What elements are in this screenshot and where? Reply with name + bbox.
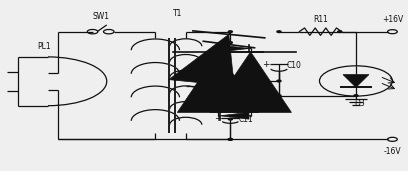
Circle shape [277,95,281,96]
Circle shape [354,95,358,96]
Bar [168,38,171,133]
Text: SW1: SW1 [92,12,109,21]
Bar [174,38,176,133]
Circle shape [277,31,281,32]
Circle shape [200,80,204,82]
Polygon shape [177,52,259,112]
Circle shape [338,31,342,32]
Text: D2: D2 [229,75,240,84]
Polygon shape [210,52,291,112]
Polygon shape [220,45,249,52]
Text: C11: C11 [238,115,253,124]
Text: +: + [214,114,221,123]
Polygon shape [220,112,249,119]
Text: R11: R11 [313,15,328,24]
Circle shape [228,139,233,140]
Text: C10: C10 [287,61,302,70]
Circle shape [228,31,233,32]
Text: +: + [262,60,270,69]
Circle shape [277,80,281,82]
Circle shape [257,80,261,82]
Circle shape [228,139,233,140]
Text: T1: T1 [173,9,182,18]
Text: +16V: +16V [382,15,403,24]
Circle shape [228,118,233,120]
Polygon shape [180,44,229,82]
Circle shape [228,42,233,43]
Polygon shape [169,34,234,86]
Text: -16V: -16V [384,147,401,156]
Polygon shape [343,75,369,87]
Text: D3: D3 [355,99,366,108]
Text: PL1: PL1 [37,42,51,51]
